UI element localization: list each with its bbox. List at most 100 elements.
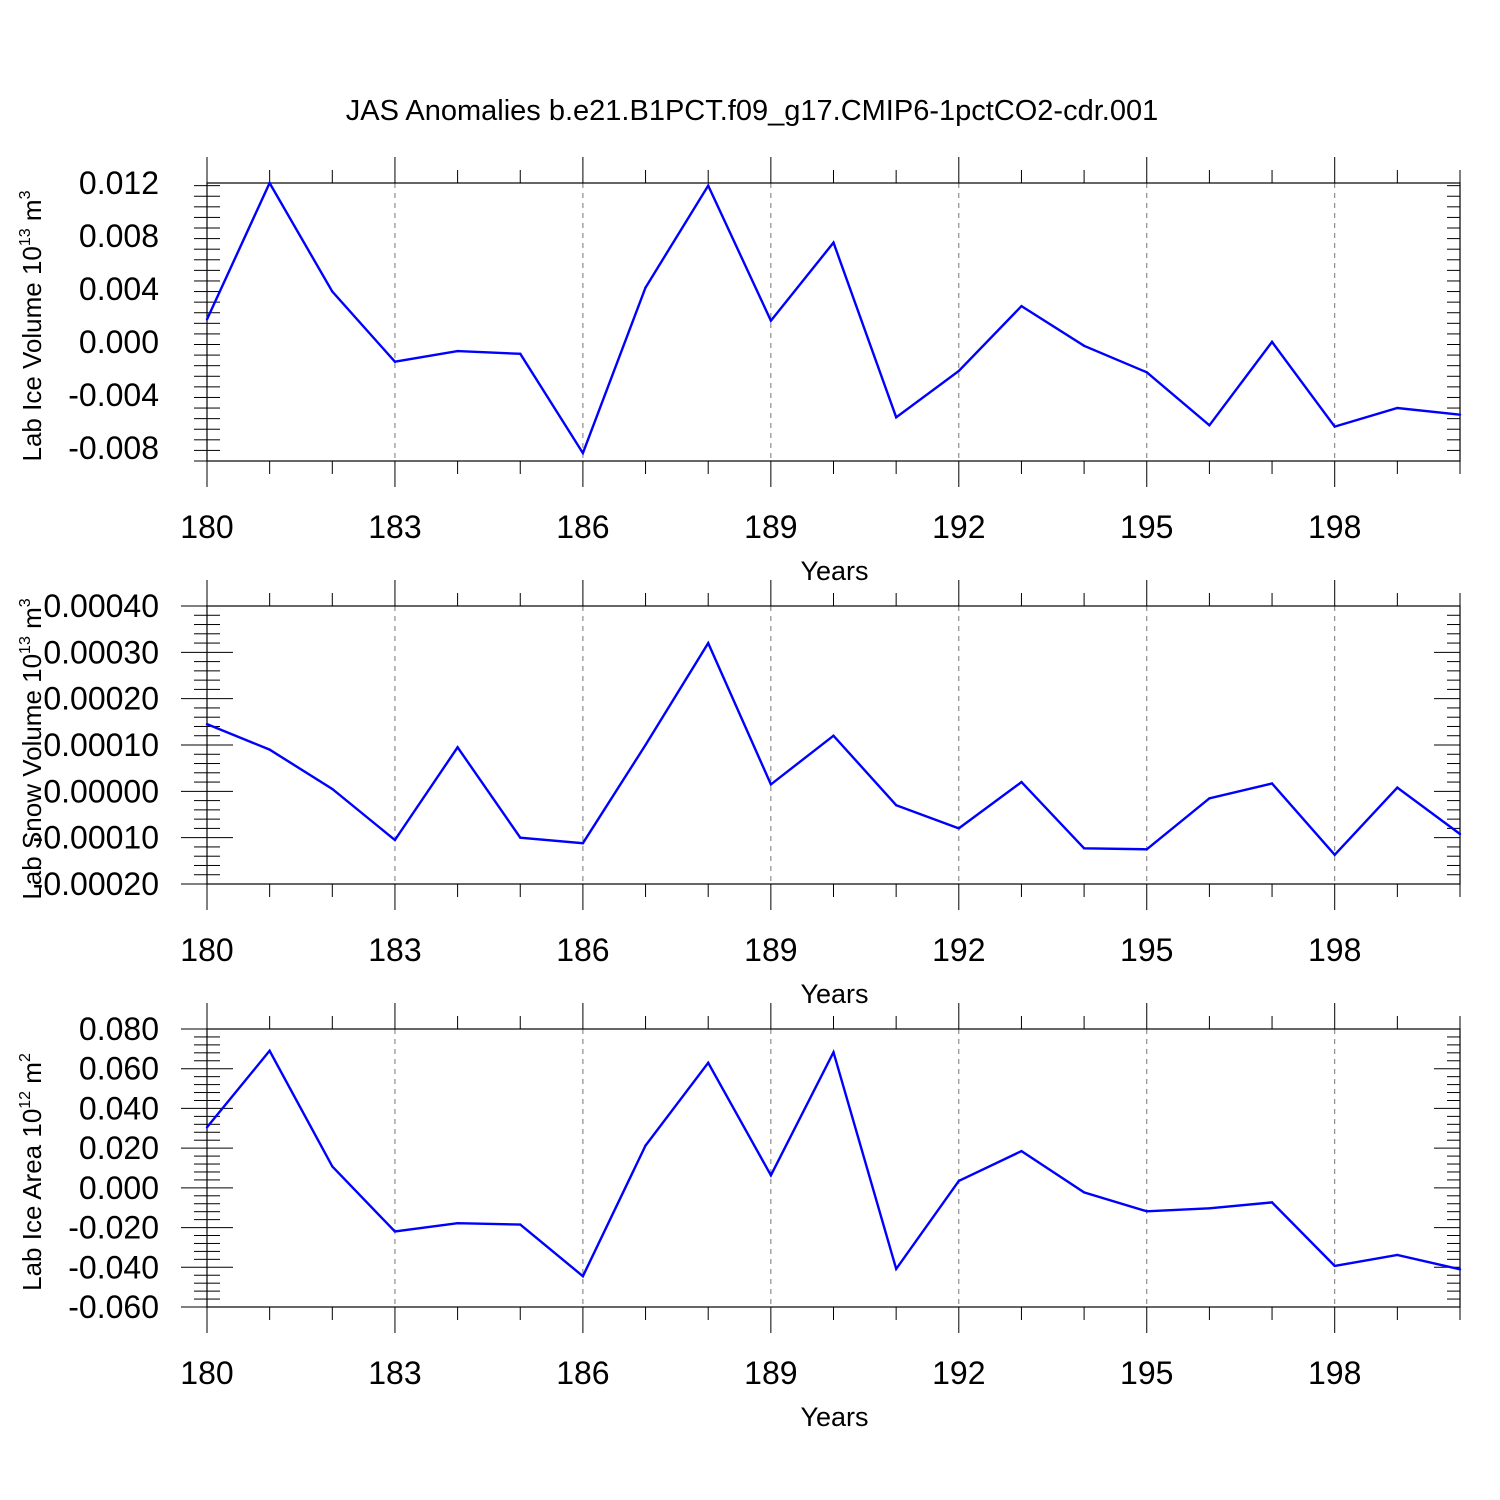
data-point <box>1145 848 1148 851</box>
y-tick-label: -0.008 <box>68 430 159 466</box>
data-point <box>268 1049 271 1053</box>
data-point <box>644 743 647 747</box>
data-point <box>1396 786 1399 789</box>
x-axis-label: Years <box>800 979 868 1009</box>
y-axis-label-superscript: 3 <box>17 190 34 199</box>
data-point <box>1145 1210 1148 1213</box>
data-point <box>957 827 960 830</box>
data-point <box>1270 340 1274 344</box>
chart-panel-2: -0.00020 -0.00010 0.00000 0.00010 0.00020 0.0… <box>17 580 1462 1009</box>
y-tick-label: 0.004 <box>79 271 159 307</box>
data-point <box>707 641 710 645</box>
x-tick-label: 183 <box>368 1355 421 1391</box>
y-tick-label: 0.080 <box>79 1011 159 1047</box>
x-tick-label: 180 <box>180 509 233 545</box>
data-point <box>331 787 334 791</box>
y-tick-label: 0.040 <box>79 1090 159 1126</box>
data-point <box>769 1174 773 1177</box>
data-point <box>205 318 209 321</box>
data-point <box>1020 1149 1023 1153</box>
x-tick-label: 180 <box>180 932 233 968</box>
data-point <box>1020 304 1023 308</box>
x-axis-label: Years <box>800 556 868 586</box>
y-tick-label: 0.012 <box>79 165 159 201</box>
data-point <box>1208 797 1211 800</box>
x-tick-label: 195 <box>1120 932 1173 968</box>
x-tick-label: 186 <box>556 509 609 545</box>
data-point <box>894 804 898 807</box>
chart-title: JAS Anomalies b.e21.B1PCT.f09_g17.CMIP6-… <box>346 95 1158 127</box>
y-tick-label: -0.00020 <box>33 866 159 902</box>
data-point <box>519 1223 522 1226</box>
data-point <box>769 319 773 322</box>
data-point <box>456 349 459 353</box>
y-tick-label: -0.040 <box>68 1249 159 1285</box>
data-point <box>456 1222 459 1225</box>
y-axis-label-superscript: 13 <box>17 228 34 246</box>
data-point <box>1458 1268 1462 1271</box>
y-tick-label: 0.000 <box>79 324 159 360</box>
data-point <box>1208 424 1211 427</box>
y-tick-label: -0.004 <box>68 377 159 413</box>
x-tick-label: 198 <box>1308 932 1361 968</box>
y-axis-label-part: m <box>17 199 47 228</box>
data-point <box>1082 847 1086 850</box>
y-axis-label-part: m <box>17 1062 47 1091</box>
data-point <box>707 1061 710 1064</box>
x-tick-label: 195 <box>1120 1355 1173 1391</box>
x-tick-label: 189 <box>744 1355 797 1391</box>
x-tick-label: 186 <box>556 932 609 968</box>
y-tick-label: 0.00020 <box>43 681 159 717</box>
data-point <box>1270 1201 1274 1204</box>
y-tick-label: 0.060 <box>79 1051 159 1087</box>
x-tick-label: 183 <box>368 509 421 545</box>
data-point <box>268 181 271 185</box>
data-point <box>456 746 459 749</box>
data-point <box>581 842 585 845</box>
data-point <box>1020 780 1023 784</box>
data-point <box>894 416 898 419</box>
data-point <box>205 722 209 726</box>
y-axis-label-superscript: 12 <box>17 1091 34 1109</box>
data-point <box>832 734 835 737</box>
data-point <box>581 1275 585 1278</box>
y-axis-label: Lab Ice Volume 1013 m3 <box>17 190 47 461</box>
x-axis-label: Years <box>800 1402 868 1432</box>
y-tick-label: 0.00000 <box>43 773 159 809</box>
data-point <box>769 783 773 786</box>
y-axis-label-superscript: 3 <box>17 598 34 607</box>
data-point <box>1333 425 1336 428</box>
x-tick-label: 195 <box>1120 509 1173 545</box>
x-tick-label: 189 <box>744 932 797 968</box>
data-point <box>957 369 960 373</box>
data-point <box>1333 853 1336 857</box>
data-point <box>707 184 710 187</box>
y-axis-label-part: Lab Ice Volume 10 <box>17 246 47 461</box>
data-point <box>1333 1264 1336 1268</box>
data-point <box>393 360 397 363</box>
x-tick-label: 186 <box>556 1355 609 1391</box>
y-axis-label-superscript: 13 <box>17 636 34 654</box>
x-tick-label: 180 <box>180 1355 233 1391</box>
y-axis-label-superscript: 2 <box>17 1053 34 1062</box>
x-tick-label: 192 <box>932 932 985 968</box>
data-point <box>393 838 397 842</box>
data-point <box>1396 1253 1399 1257</box>
data-point <box>1270 782 1274 785</box>
data-point <box>1396 406 1399 410</box>
data-point <box>331 1165 334 1168</box>
y-tick-label: 0.000 <box>79 1170 159 1206</box>
data-point <box>1082 1191 1086 1194</box>
y-axis-label-part: Lab Ice Area 10 <box>17 1109 47 1291</box>
y-tick-label: 0.020 <box>79 1130 159 1166</box>
y-axis-label-part: Lab Snow Volume 10 <box>17 654 47 900</box>
y-axis-label: Lab Ice Area 1012 m2 <box>17 1053 47 1291</box>
y-tick-label: 0.00030 <box>43 634 159 670</box>
data-point <box>331 290 334 293</box>
data-point <box>1082 344 1086 348</box>
x-tick-label: 183 <box>368 932 421 968</box>
data-point <box>644 286 647 289</box>
data-point <box>644 1144 647 1147</box>
